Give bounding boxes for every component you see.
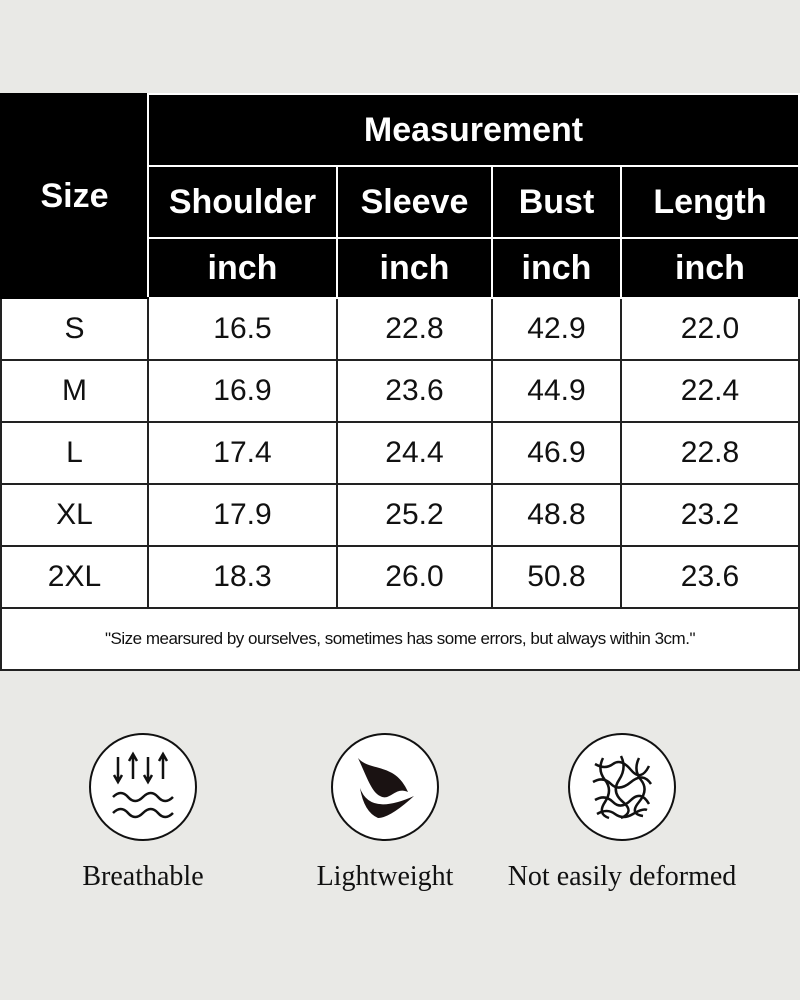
table-row: XL 17.9 25.2 48.8 23.2 — [0, 483, 800, 547]
feature-label: Breathable — [82, 861, 204, 892]
unit-label: inch — [147, 237, 338, 299]
table-row: L 17.4 24.4 46.9 22.8 — [0, 421, 800, 485]
table-row: S 16.5 22.8 42.9 22.0 — [0, 297, 800, 361]
measurement-cell: 16.9 — [147, 359, 338, 423]
breathable-arrows-waves-icon — [89, 733, 197, 841]
measurement-cell: 44.9 — [491, 359, 622, 423]
measurement-cell: 22.0 — [620, 297, 800, 361]
column-header-length: Length — [620, 165, 800, 239]
column-header-shoulder: Shoulder — [147, 165, 338, 239]
column-header-sleeve: Sleeve — [336, 165, 493, 239]
column-header-bust: Bust — [491, 165, 622, 239]
measurement-cell: 24.4 — [336, 421, 493, 485]
feature-label: Lightweight — [316, 861, 454, 892]
measurement-note: "Size mearsured by ourselves, sometimes … — [0, 607, 800, 671]
unit-label: inch — [620, 237, 800, 299]
feature-lightweight: Lightweight — [265, 733, 505, 893]
measurement-cell: 48.8 — [491, 483, 622, 547]
measurement-cell: 16.5 — [147, 297, 338, 361]
measurement-cell: 17.9 — [147, 483, 338, 547]
fiber-mesh-icon — [568, 733, 676, 841]
feature-not-easily-deformed: Not easily deformed — [502, 733, 742, 893]
table-row: M 16.9 23.6 44.9 22.4 — [0, 359, 800, 423]
size-cell: S — [0, 297, 149, 361]
measurement-cell: 23.2 — [620, 483, 800, 547]
measurement-cell: 18.3 — [147, 545, 338, 609]
measurement-cell: 23.6 — [620, 545, 800, 609]
table-row: 2XL 18.3 26.0 50.8 23.6 — [0, 545, 800, 609]
feature-breathable: Breathable — [23, 733, 263, 893]
leaf-icon — [331, 733, 439, 841]
measurement-cell: 26.0 — [336, 545, 493, 609]
size-cell: XL — [0, 483, 149, 547]
size-cell: 2XL — [0, 545, 149, 609]
size-header: Size — [0, 93, 149, 299]
unit-label: inch — [491, 237, 622, 299]
measurement-cell: 22.4 — [620, 359, 800, 423]
measurement-cell: 46.9 — [491, 421, 622, 485]
measurement-cell: 22.8 — [620, 421, 800, 485]
size-chart-table: Size Measurement Shoulder Sleeve Bust Le… — [0, 93, 800, 671]
measurement-cell: 17.4 — [147, 421, 338, 485]
measurement-cell: 25.2 — [336, 483, 493, 547]
measurement-cell: 23.6 — [336, 359, 493, 423]
measurement-header: Measurement — [147, 93, 800, 167]
size-cell: L — [0, 421, 149, 485]
measurement-cell: 42.9 — [491, 297, 622, 361]
measurement-cell: 22.8 — [336, 297, 493, 361]
unit-label: inch — [336, 237, 493, 299]
size-cell: M — [0, 359, 149, 423]
feature-label: Not easily deformed — [507, 861, 737, 892]
measurement-cell: 50.8 — [491, 545, 622, 609]
